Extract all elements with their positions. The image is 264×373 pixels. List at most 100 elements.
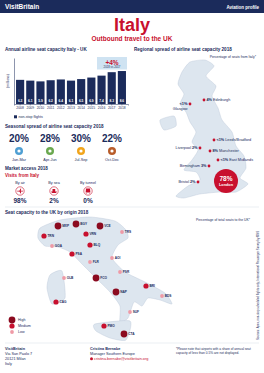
header-label: Aviation profile bbox=[226, 5, 259, 10]
x-tick: 2013 bbox=[67, 104, 75, 110]
regional-note: Percentage of seats from Italy* bbox=[210, 55, 257, 59]
office-line: 20121 Milan bbox=[5, 357, 26, 361]
x-tick-label: 2013 bbox=[67, 106, 75, 110]
legend-level: Low bbox=[18, 330, 25, 334]
legend-dot bbox=[9, 317, 16, 324]
airport-dot bbox=[83, 231, 88, 236]
market-subtitle: Visits from Italy bbox=[5, 173, 40, 178]
region-name: Leeds/Bradford bbox=[225, 138, 251, 142]
data-label: 6.2 bbox=[48, 99, 53, 103]
data-label: 8.6 bbox=[120, 99, 125, 103]
season-label: Jul-Sep bbox=[75, 158, 88, 162]
data-label: 7.4 bbox=[99, 99, 104, 103]
x-tick: 2012 bbox=[57, 104, 65, 110]
footnote-line: capacity of less than 0.5% are not displ… bbox=[176, 351, 239, 355]
airport-code: PMO bbox=[107, 324, 115, 328]
x-tick-label: 2012 bbox=[57, 106, 65, 110]
x-tick: 2016 bbox=[98, 104, 106, 110]
airport-code: TRN bbox=[47, 234, 54, 238]
region-share: <1% bbox=[217, 138, 225, 142]
x-tick-label: 2016 bbox=[98, 106, 106, 110]
region-share: <1% bbox=[221, 158, 229, 162]
region-name: Manchester bbox=[219, 149, 240, 153]
x-tick-label: 2015 bbox=[88, 106, 96, 110]
y-axis bbox=[14, 59, 15, 105]
x-tick: 2014 bbox=[77, 104, 85, 110]
bar bbox=[108, 72, 116, 104]
x-tick: 2008 bbox=[16, 104, 24, 110]
airport-dot bbox=[110, 256, 114, 260]
office-line: Italy bbox=[5, 362, 12, 366]
data-label: 6.1 bbox=[28, 99, 33, 103]
region-name: Liverpool bbox=[176, 146, 192, 150]
region-label: 8%Manchester bbox=[213, 149, 240, 153]
x-tick-mark bbox=[20, 104, 21, 106]
sources: Sources: Apex, non-stop scheduled flight… bbox=[256, 231, 260, 340]
airport-code: BDS bbox=[165, 294, 172, 298]
airport-code: OLB bbox=[67, 276, 74, 280]
x-tick-label: 2010 bbox=[37, 106, 45, 110]
region-label: <1%Leeds/Bradford bbox=[217, 138, 252, 142]
region-label: Bristol2% bbox=[178, 180, 196, 184]
airport-code: VRN bbox=[89, 232, 96, 236]
region-dot bbox=[217, 159, 220, 162]
x-tick-label: 2017 bbox=[108, 106, 116, 110]
airport-code: CTA bbox=[128, 332, 135, 336]
airport-code: TRS bbox=[125, 230, 131, 234]
header-bar bbox=[0, 0, 264, 13]
train bbox=[86, 189, 91, 195]
origin-title: Seat capacity to the UK by origin 2018 bbox=[5, 210, 89, 215]
region-share: 78% bbox=[219, 175, 232, 182]
airport-dot bbox=[41, 233, 46, 238]
regional-title: Regional spread of airline seat capacity… bbox=[134, 47, 232, 52]
mode-icon-ring bbox=[50, 187, 58, 195]
region-share: 4% bbox=[207, 98, 213, 102]
plane bbox=[17, 189, 23, 194]
section-rule bbox=[5, 207, 259, 208]
x-tick-mark bbox=[111, 104, 112, 106]
season-icon bbox=[108, 147, 116, 155]
airport-code: BLQ bbox=[93, 243, 100, 247]
x-tick: 2010 bbox=[37, 104, 45, 110]
london-circle bbox=[214, 169, 238, 193]
sicily-map bbox=[93, 321, 131, 341]
region-dot bbox=[208, 165, 211, 168]
season-label: Apr-Jun bbox=[43, 158, 56, 162]
mode-icon bbox=[50, 187, 58, 195]
airport-dot bbox=[113, 289, 120, 296]
season-icon-inner bbox=[17, 149, 20, 152]
uk-map bbox=[176, 60, 248, 198]
bar bbox=[26, 81, 34, 104]
season-icon bbox=[46, 147, 54, 155]
airport-dot bbox=[97, 223, 104, 230]
x-tick-label: 2009 bbox=[27, 106, 35, 110]
region-dot bbox=[199, 147, 202, 150]
data-label: 5.9 bbox=[38, 99, 43, 103]
x-tick-mark bbox=[50, 104, 51, 106]
airport-dot bbox=[101, 323, 106, 328]
region-dot bbox=[197, 181, 200, 184]
x-tick-label: 2018 bbox=[118, 106, 126, 110]
data-label: 8.3 bbox=[109, 99, 114, 103]
airport-dot bbox=[118, 270, 122, 274]
x-tick: 2018 bbox=[118, 104, 126, 110]
airport-dot bbox=[121, 331, 128, 338]
region-label: Liverpool2% bbox=[176, 146, 199, 150]
sardinia-map bbox=[47, 270, 65, 304]
region-name: East Midlands bbox=[229, 158, 253, 162]
airport-dot bbox=[53, 299, 58, 304]
office-line: Via San Paolo 7 bbox=[5, 352, 32, 356]
region-name: Glasgow bbox=[173, 107, 188, 111]
bar bbox=[118, 71, 126, 104]
season-share: 22% bbox=[102, 133, 122, 144]
bar bbox=[97, 76, 105, 104]
data-label: 6.9 bbox=[89, 99, 94, 103]
legend-dot bbox=[9, 323, 14, 328]
origin-note: Percentage of total seats to the UK* bbox=[196, 218, 251, 222]
airport-code: SUF bbox=[133, 310, 139, 314]
airport-code: BRI bbox=[149, 284, 155, 288]
mode-label: By air bbox=[15, 181, 25, 185]
office-line: VisitBritain bbox=[5, 347, 26, 351]
x-axis: 2008200920102011201220132014201520162017… bbox=[15, 104, 129, 110]
season-label: Jan-Mar bbox=[12, 158, 27, 162]
